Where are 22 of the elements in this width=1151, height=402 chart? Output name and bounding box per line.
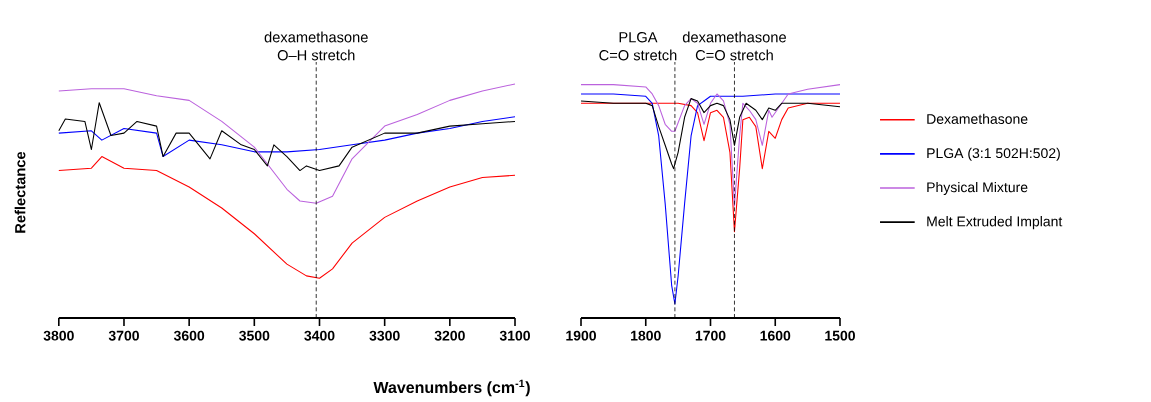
x-tick-label: 1800 [631,330,661,341]
legend-label: Physical Mixture [927,181,1028,196]
ref-line-label: PLGA C=O stretch [599,32,677,61]
x-tick-label: 1700 [695,330,726,341]
x-tick-label: 3800 [43,330,74,341]
x-tick-label: 1900 [566,330,596,341]
legend-label: PLGA (3:1 502H:502) [927,147,1060,161]
legend-label: Dexamethasone [927,113,1028,124]
x-tick-label: 1500 [825,330,855,341]
x-tick-label: 3400 [304,330,335,341]
x-tick-label: 3200 [434,330,465,341]
ref-line-label: dexamethasone O–H stretch [264,31,368,61]
x-tick-label: 3300 [369,330,400,341]
ref-line-label: dexamethasone C=O stretch [682,31,786,61]
x-tick-label: 3600 [173,330,205,341]
x-tick-label: 3500 [239,330,270,341]
x-axis-title: Wavenumbers (cm$^{-1}$) [373,379,530,397]
x-tick-label: 1600 [760,330,791,341]
y-axis-title: Reflectance [14,151,26,233]
legend-label: Melt Extruded Implant [927,216,1063,230]
x-tick-label: 3700 [108,330,139,341]
x-tick-label: 3100 [499,330,530,341]
